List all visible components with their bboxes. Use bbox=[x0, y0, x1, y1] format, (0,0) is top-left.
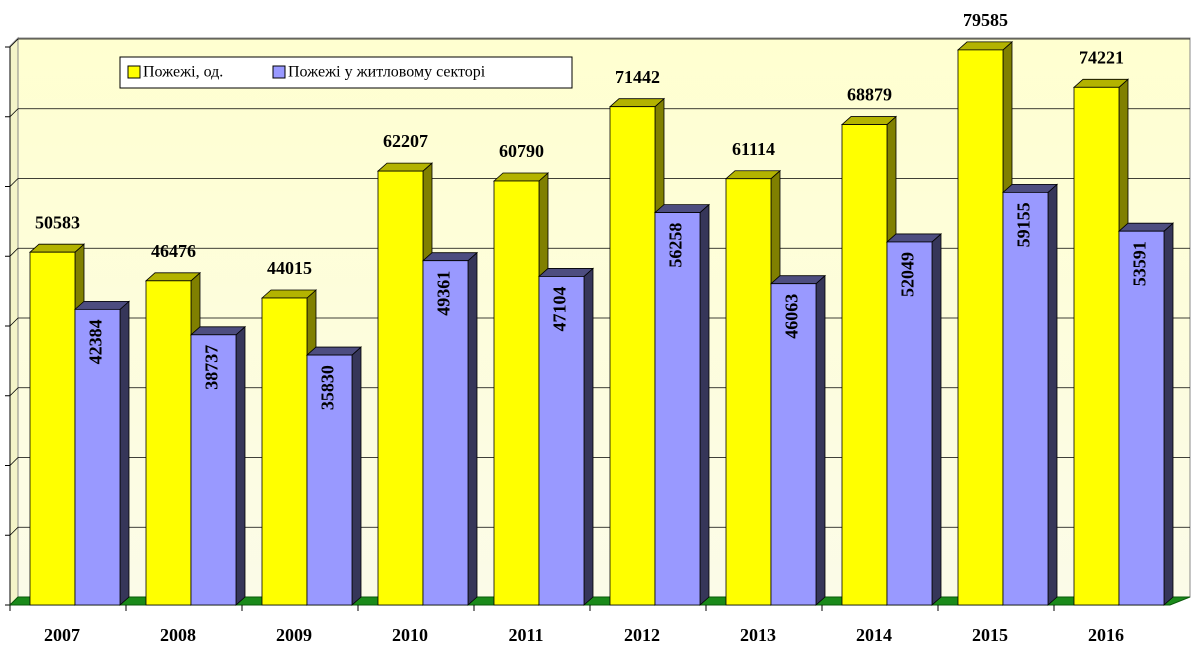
bar-top bbox=[189, 326, 247, 336]
bar bbox=[261, 297, 308, 606]
bar-top bbox=[537, 268, 595, 277]
value-label: 71442 bbox=[615, 67, 660, 87]
bar-top bbox=[305, 346, 363, 356]
value-label: 50583 bbox=[35, 212, 80, 232]
marks bbox=[28, 41, 1175, 606]
bar bbox=[654, 212, 701, 606]
bar bbox=[29, 251, 76, 606]
x-tick-label: 2007 bbox=[44, 625, 80, 645]
legend-box bbox=[119, 56, 573, 89]
grid-line bbox=[9, 317, 19, 327]
bar-side bbox=[119, 300, 130, 606]
value-label: 47104 bbox=[550, 286, 570, 331]
x-tick-label: 2013 bbox=[740, 625, 776, 645]
bar bbox=[74, 308, 121, 606]
value-label: 44015 bbox=[267, 258, 312, 278]
bar-side bbox=[235, 325, 246, 606]
value-label: 62207 bbox=[383, 131, 428, 151]
x-tick-label: 2014 bbox=[856, 625, 892, 645]
bar bbox=[145, 280, 192, 606]
bar bbox=[190, 334, 237, 606]
legend-label: Пожежі у житловому секторі bbox=[288, 64, 486, 81]
bar-side bbox=[931, 233, 942, 606]
bar bbox=[377, 170, 424, 606]
bar-top bbox=[769, 275, 827, 285]
bar-side bbox=[1163, 222, 1174, 606]
bar bbox=[770, 283, 817, 606]
bar bbox=[422, 260, 469, 606]
bar bbox=[1118, 230, 1165, 606]
bar-top bbox=[608, 98, 666, 108]
bar-side bbox=[583, 267, 594, 606]
bar-top bbox=[421, 252, 479, 262]
value-label: 61114 bbox=[732, 139, 775, 159]
legend-swatch bbox=[272, 65, 286, 79]
bar-side bbox=[1047, 183, 1058, 606]
x-tick-label: 2016 bbox=[1088, 625, 1124, 645]
legend-label: Пожежі, од. bbox=[143, 64, 223, 81]
value-label: 60790 bbox=[499, 141, 544, 161]
bar-side bbox=[467, 251, 478, 606]
grid-line bbox=[9, 247, 19, 257]
value-label: 56258 bbox=[666, 223, 686, 268]
bar bbox=[538, 276, 585, 606]
value-label: 49361 bbox=[434, 271, 454, 316]
value-label: 74221 bbox=[1079, 47, 1124, 67]
bar bbox=[957, 49, 1004, 606]
grid-line bbox=[9, 178, 19, 187]
x-tick-label: 2015 bbox=[972, 625, 1008, 645]
bar-top bbox=[73, 300, 131, 310]
value-label: 46063 bbox=[782, 294, 802, 339]
bar bbox=[306, 354, 353, 606]
bar-top bbox=[260, 289, 318, 299]
bar-top bbox=[724, 170, 782, 180]
value-label: 79585 bbox=[963, 10, 1008, 30]
bar bbox=[493, 180, 540, 606]
bar-top bbox=[885, 233, 943, 243]
bar-top bbox=[1072, 78, 1130, 88]
bar-top bbox=[492, 172, 550, 182]
value-label: 52049 bbox=[898, 252, 918, 297]
value-label: 53591 bbox=[1130, 241, 1150, 286]
bar-top bbox=[28, 243, 86, 253]
bar-top bbox=[956, 41, 1014, 51]
bar bbox=[725, 178, 772, 606]
bar-top bbox=[1001, 183, 1059, 193]
value-label: 35830 bbox=[318, 365, 338, 410]
x-tick-label: 2008 bbox=[160, 625, 196, 645]
grid-line bbox=[9, 108, 19, 118]
value-label: 68879 bbox=[847, 85, 892, 105]
legend-swatch bbox=[127, 65, 141, 79]
bar-top bbox=[653, 204, 711, 214]
bar-top bbox=[1117, 222, 1175, 232]
bar-side bbox=[351, 346, 362, 606]
x-tick-label: 2010 bbox=[392, 625, 428, 645]
bar bbox=[841, 124, 888, 606]
legend: Пожежі, од. Пожежі у житловому секторі bbox=[119, 56, 573, 89]
bar bbox=[609, 106, 656, 606]
value-label: 42384 bbox=[86, 319, 106, 364]
bar bbox=[1002, 191, 1049, 606]
bar bbox=[886, 241, 933, 606]
value-label: 38737 bbox=[202, 345, 222, 390]
grid-line bbox=[9, 457, 19, 466]
bar-side bbox=[815, 274, 826, 606]
bar-top bbox=[840, 116, 898, 125]
value-label: 59155 bbox=[1014, 202, 1034, 247]
value-label: 46476 bbox=[151, 241, 196, 261]
grid-line bbox=[9, 38, 19, 48]
x-tick-label: 2009 bbox=[276, 625, 312, 645]
grid-line bbox=[9, 387, 19, 397]
x-tick-label: 2011 bbox=[508, 625, 543, 645]
bar-side bbox=[699, 203, 710, 606]
x-tick-label: 2012 bbox=[624, 625, 660, 645]
bar-top bbox=[144, 272, 202, 282]
bar bbox=[1073, 86, 1120, 606]
bar-top bbox=[376, 162, 434, 172]
grid-line bbox=[9, 526, 19, 536]
